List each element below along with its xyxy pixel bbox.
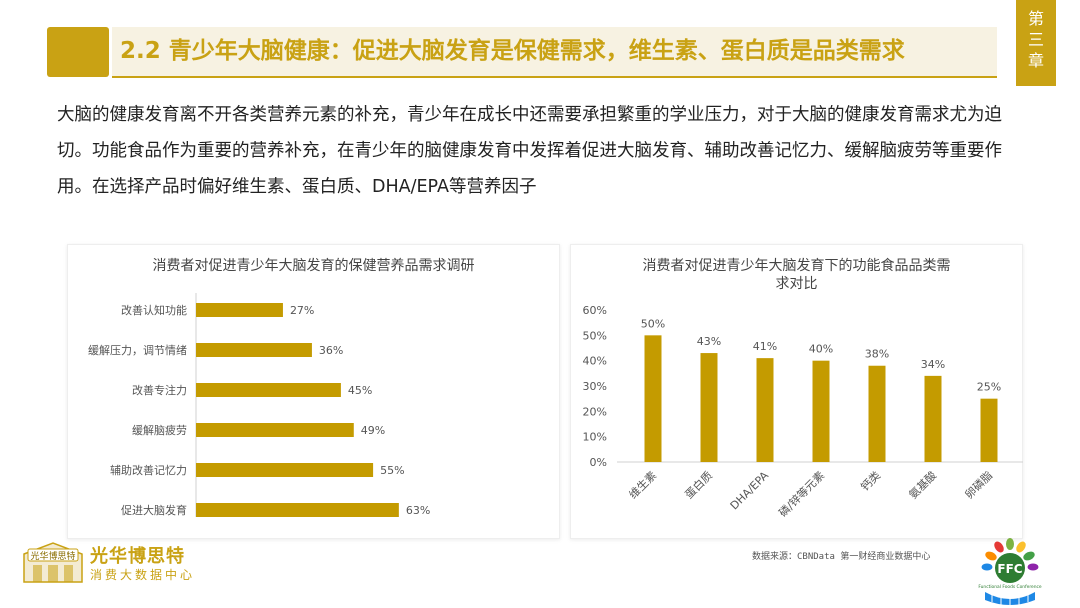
category-label: 缓解压力，调节情绪 bbox=[88, 343, 187, 357]
ffc-logo-leaves bbox=[981, 538, 1039, 571]
intro-paragraph: 大脑的健康发育离不开各类营养元素的补充，青少年在成长中还需要承担繁重的学业压力，… bbox=[57, 105, 1002, 197]
ffc-logo-subtitle: Functional Foods Conference bbox=[978, 584, 1042, 590]
data-label: 55% bbox=[380, 464, 404, 477]
category-label: 卵磷脂 bbox=[962, 468, 995, 501]
horizontal-bar-chart: 改善认知功能 27% 缓解压力，调节情绪 36% 改善专注力 45% 缓解脑疲劳 49% 辅助改… bbox=[88, 293, 430, 517]
data-label: 36% bbox=[319, 344, 343, 357]
chapter-tab: 第 三 章 bbox=[1016, 0, 1056, 86]
bar bbox=[700, 353, 718, 462]
data-label: 27% bbox=[290, 304, 314, 317]
title-accent-block bbox=[47, 27, 109, 77]
data-label: 50% bbox=[641, 317, 665, 330]
bar bbox=[868, 365, 886, 462]
data-label: 45% bbox=[348, 384, 372, 397]
data-label: 38% bbox=[865, 348, 889, 361]
category-label: 氨基酸 bbox=[906, 468, 939, 501]
category-label: 改善认知功能 bbox=[121, 303, 187, 317]
vertical-bar-chart: 0% 10% 20% 30% 40% 50% 60% 50% 维生素 43% 蛋白质 41% DHA/E… bbox=[583, 304, 1023, 520]
bar bbox=[196, 463, 374, 477]
bar bbox=[196, 423, 354, 437]
brand-logo-text: 光华博思特 bbox=[30, 550, 75, 562]
bar bbox=[196, 383, 341, 397]
category-label: DHA/EPA bbox=[728, 469, 772, 513]
chart-panel-right: 消费者对促进青少年大脑发育下的功能食品品类需 求对比 0% 10% 20% 30% 40… bbox=[570, 244, 1023, 539]
data-source-note: 数据来源：CBNData 第一财经商业数据中心 bbox=[752, 552, 931, 562]
data-label: 63% bbox=[406, 504, 430, 517]
ffc-logo-text: FFC bbox=[997, 562, 1022, 576]
chart-title-left: 消费者对促进青少年大脑发育的保健营养品需求调研 bbox=[152, 258, 475, 274]
brand-logo: 光华博思特 bbox=[23, 542, 83, 583]
data-label: 34% bbox=[921, 358, 945, 371]
category-label: 蛋白质 bbox=[682, 468, 715, 501]
category-label: 促进大脑发育 bbox=[121, 503, 187, 517]
y-tick-label: 30% bbox=[583, 380, 607, 393]
data-label: 49% bbox=[361, 424, 385, 437]
bar bbox=[812, 360, 830, 462]
chapter-label: 第 三 章 bbox=[1027, 9, 1044, 70]
bar bbox=[980, 398, 998, 462]
bar bbox=[196, 343, 312, 357]
data-label: 25% bbox=[977, 381, 1001, 394]
y-tick-label: 40% bbox=[583, 355, 607, 368]
category-label: 磷/锌等元素 bbox=[776, 468, 827, 519]
data-label: 43% bbox=[697, 335, 721, 348]
brand-name: 光华博思特 bbox=[90, 546, 185, 567]
chart-panel-left: 消费者对促进青少年大脑发育的保健营养品需求调研 改善认知功能 27% 缓解压力，调节… bbox=[67, 244, 560, 539]
data-label: 41% bbox=[753, 340, 777, 353]
y-tick-label: 20% bbox=[583, 405, 607, 418]
category-label: 改善专注力 bbox=[132, 383, 187, 397]
title-underline bbox=[112, 76, 997, 78]
brand-subtitle: 消费大数据中心 bbox=[90, 568, 196, 582]
chart-title-right-line2: 求对比 bbox=[775, 276, 818, 292]
bar bbox=[196, 303, 283, 317]
data-label: 40% bbox=[809, 343, 833, 356]
ffc-logo: FFC Functional Foods Conference bbox=[978, 538, 1042, 606]
bar bbox=[196, 503, 399, 517]
category-label: 钙类 bbox=[858, 468, 883, 493]
category-label: 缓解脑疲劳 bbox=[132, 423, 187, 437]
category-label: 辅助改善记忆力 bbox=[110, 463, 187, 477]
y-tick-label: 10% bbox=[583, 431, 607, 444]
chart-title-right-line1: 消费者对促进青少年大脑发育下的功能食品品类需 bbox=[642, 258, 951, 274]
category-label: 维生素 bbox=[626, 468, 659, 501]
title-bar bbox=[112, 27, 997, 77]
bar bbox=[644, 335, 662, 462]
page-title: 2.2 青少年大脑健康：促进大脑发育是保健需求，维生素、蛋白质是品类需求 bbox=[120, 38, 905, 64]
y-tick-label: 50% bbox=[583, 329, 607, 342]
bar bbox=[924, 375, 942, 462]
y-tick-label: 0% bbox=[590, 456, 607, 469]
y-tick-label: 60% bbox=[583, 304, 607, 317]
bar bbox=[756, 358, 774, 462]
